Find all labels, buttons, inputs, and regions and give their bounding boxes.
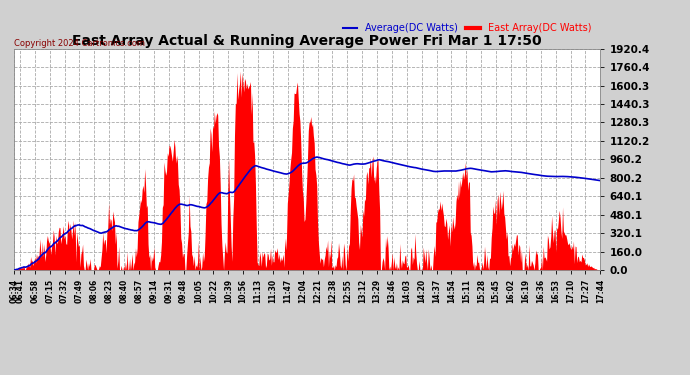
Title: East Array Actual & Running Average Power Fri Mar 1 17:50: East Array Actual & Running Average Powe… — [72, 34, 542, 48]
Text: Copyright 2024 Cartronics.com: Copyright 2024 Cartronics.com — [14, 39, 145, 48]
Legend: Average(DC Watts), East Array(DC Watts): Average(DC Watts), East Array(DC Watts) — [339, 20, 595, 37]
